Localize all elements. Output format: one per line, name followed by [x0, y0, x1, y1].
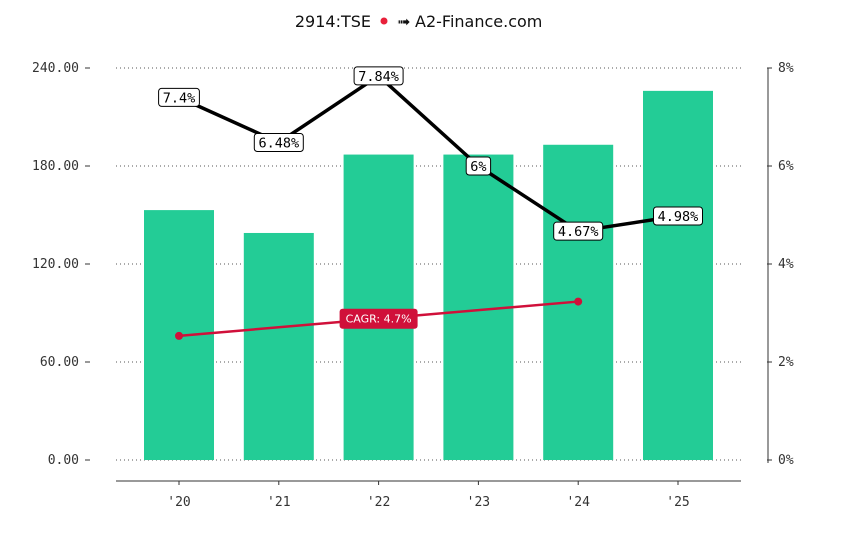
x-axis-tick-label: '20 — [167, 495, 190, 510]
cagr-label-box — [339, 308, 418, 329]
yield-label-box — [158, 87, 200, 107]
yield-label: 6% — [465, 156, 492, 176]
bar — [343, 154, 414, 461]
yield-label-box — [353, 66, 404, 86]
grid-lines — [116, 67, 741, 461]
cagr-label: CAGR: 4.7% — [346, 313, 412, 326]
yield-label: 7.84% — [353, 66, 404, 86]
yield-label-box — [465, 156, 492, 176]
cagr-start-point — [175, 331, 183, 340]
x-axis-tick-label: '25 — [666, 495, 689, 510]
left-axis-tick-label: 0.00 — [48, 453, 79, 468]
yield-label-box — [253, 132, 304, 152]
right-axis-tick-label: 2% — [778, 355, 794, 370]
right-axis-tick-label: 0% — [778, 453, 794, 468]
chart-title: 2914:TSE ➟ A2-Finance.com — [295, 12, 543, 31]
yield-label-text: 4.98% — [658, 209, 699, 225]
left-axis-tick-label: 60.00 — [40, 355, 79, 370]
yield-label-box — [553, 221, 604, 241]
title-source: A2-Finance.com — [415, 12, 542, 31]
bar — [643, 90, 713, 460]
yield-label-text: 6% — [470, 159, 486, 175]
axes: 0.00 60.00 120.00 180.00 240.00 0% 2% 4% 6% 8% '20… — [32, 61, 794, 510]
title-dot-icon — [380, 17, 388, 25]
right-axis-tick-label: 6% — [778, 159, 794, 174]
yield-label-text: 7.84% — [358, 69, 399, 85]
yield-label-text: 6.48% — [258, 135, 299, 151]
yield-label-box — [653, 206, 703, 226]
left-axis-tick-label: 240.00 — [32, 61, 79, 76]
yield-label-text: 7.4% — [163, 90, 196, 106]
yield-label: 4.67% — [553, 221, 604, 241]
right-axis-tick-label: 4% — [778, 257, 794, 272]
x-axis-tick-label: '24 — [566, 495, 590, 510]
title-ticker: 2914:TSE — [295, 12, 371, 31]
yield-label: 4.98% — [653, 206, 703, 226]
right-axis-tick-label: 8% — [778, 61, 794, 76]
left-axis-tick-label: 120.00 — [32, 257, 79, 272]
x-axis-tick-label: '22 — [367, 495, 390, 510]
yield-labels: 7.4% 6.48% 7.84% 6% 4.67% 4.98% — [158, 66, 703, 241]
yield-label-text: 4.67% — [558, 224, 599, 240]
x-axis-tick-label: '21 — [267, 495, 290, 510]
title-arrow-icon: ➟ — [397, 12, 410, 31]
bars — [144, 90, 713, 461]
left-axis-tick-label: 180.00 — [32, 159, 79, 174]
yield-label: 7.4% — [158, 87, 200, 107]
cagr-line: CAGR: 4.7% — [175, 297, 583, 340]
x-axis-tick-label: '23 — [467, 495, 490, 510]
cagr-end-point — [574, 297, 583, 306]
bar — [243, 232, 314, 460]
yield-label: 6.48% — [253, 132, 304, 152]
